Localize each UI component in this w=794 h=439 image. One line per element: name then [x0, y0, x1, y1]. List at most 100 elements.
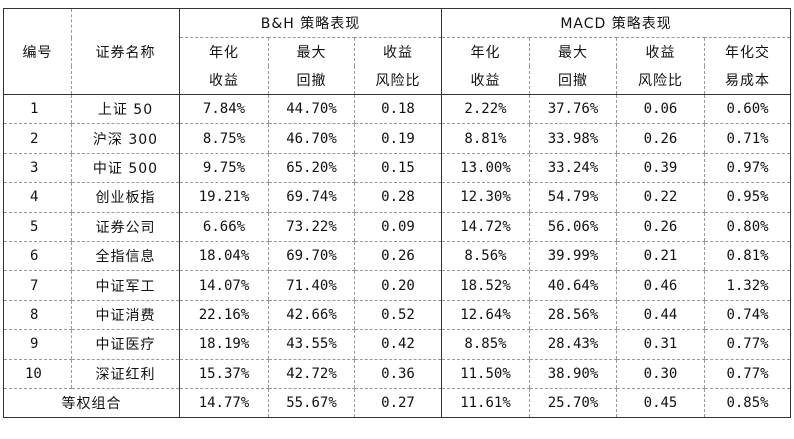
total-bh-return: 14.77% [179, 388, 269, 418]
table-row: 1 上证 50 7.84% 44.70% 0.18 2.22% 37.76% 0.06 0.60… [3, 94, 791, 125]
header-bh-return-2: 收益 [179, 66, 269, 95]
row-bh-return-risk: 0.26 [354, 241, 442, 272]
row-macd-return: 12.64% [441, 300, 530, 331]
row-id: 5 [3, 212, 72, 242]
row-bh-drawdown: 69.74% [268, 182, 355, 213]
row-bh-return: 8.75% [179, 123, 269, 154]
row-macd-return-risk: 0.26 [616, 123, 705, 154]
row-macd-cost: 0.77% [703, 359, 791, 389]
header-id: 编号 [3, 8, 72, 95]
row-macd-return-risk: 0.26 [616, 212, 705, 242]
row-name: 全指信息 [71, 241, 180, 272]
row-id: 9 [3, 329, 72, 360]
row-macd-return-risk: 0.22 [616, 182, 705, 213]
header-bh-drawdown-2: 回撤 [268, 66, 355, 95]
total-macd-return: 11.61% [441, 388, 530, 418]
row-id: 10 [3, 359, 72, 389]
row-bh-drawdown: 43.55% [268, 329, 355, 360]
table-row: 6 全指信息 18.04% 69.70% 0.26 8.56% 39.99% 0.21 0.81… [3, 241, 791, 272]
row-bh-drawdown: 46.70% [268, 123, 355, 154]
row-id: 7 [3, 270, 72, 301]
row-macd-drawdown: 38.90% [529, 359, 617, 389]
header-row-2: 收益 回撤 风险比 收益 回撤 风险比 易成本 [4, 66, 791, 95]
header-macd-cost-2: 易成本 [703, 66, 791, 95]
row-macd-return: 12.30% [441, 182, 530, 213]
row-bh-return: 18.04% [179, 241, 269, 272]
header-macd-drawdown-2: 回撤 [529, 66, 617, 95]
table-row: 7 中证军工 14.07% 71.40% 0.20 18.52% 40.64% 0.46 1.3… [3, 270, 791, 301]
row-macd-drawdown: 56.06% [529, 212, 617, 242]
row-bh-return: 6.66% [179, 212, 269, 242]
table-row: 8 中证消费 22.16% 42.66% 0.52 12.64% 28.56% 0.44 0.7… [3, 300, 791, 331]
header-macd-return-risk-2: 风险比 [616, 66, 705, 95]
row-macd-return: 8.81% [441, 123, 530, 154]
row-macd-return: 2.22% [441, 94, 530, 125]
total-row: 等权组合 14.77% 55.67% 0.27 11.61% 25.70% 0.… [4, 388, 791, 418]
table-row: 10 深证红利 15.37% 42.72% 0.36 11.50% 38.90% 0.30 0.… [3, 359, 791, 389]
row-bh-return: 18.19% [179, 329, 269, 360]
table-row: 5 证券公司 6.66% 73.22% 0.09 14.72% 56.06% 0.26 0.80… [3, 212, 791, 242]
row-bh-return-risk: 0.19 [354, 123, 442, 154]
row-bh-return: 9.75% [179, 153, 269, 184]
header-macd-cost: 年化交 [703, 37, 791, 66]
total-bh-drawdown: 55.67% [268, 388, 355, 418]
row-bh-return-risk: 0.20 [354, 270, 442, 301]
row-macd-return-risk: 0.39 [616, 153, 705, 184]
row-macd-drawdown: 28.56% [529, 300, 617, 331]
header-bh-return: 年化 [179, 37, 269, 66]
total-bh-return-risk: 0.27 [354, 388, 442, 418]
row-bh-drawdown: 65.20% [268, 153, 355, 184]
row-name: 中证消费 [71, 300, 180, 331]
row-macd-drawdown: 37.76% [529, 94, 617, 125]
row-name: 中证 500 [71, 153, 180, 184]
row-bh-return-risk: 0.28 [354, 182, 442, 213]
row-bh-return: 19.21% [179, 182, 269, 213]
row-macd-cost: 0.71% [703, 123, 791, 154]
row-bh-return: 7.84% [179, 94, 269, 125]
header-bh-return-risk: 收益 [354, 37, 442, 66]
row-bh-return: 22.16% [179, 300, 269, 331]
row-bh-drawdown: 69.70% [268, 241, 355, 272]
row-bh-return-risk: 0.18 [354, 94, 442, 125]
header-name: 证券名称 [71, 8, 180, 95]
row-bh-return-risk: 0.52 [354, 300, 442, 331]
table-row: 4 创业板指 19.21% 69.74% 0.28 12.30% 54.79% 0.22 0.9… [3, 182, 791, 213]
table-row: 2 沪深 300 8.75% 46.70% 0.19 8.81% 33.98% 0.26 0.7… [3, 123, 791, 154]
row-macd-return: 13.00% [441, 153, 530, 184]
row-macd-cost: 0.74% [703, 300, 791, 331]
row-macd-drawdown: 54.79% [529, 182, 617, 213]
header-macd-return-2: 收益 [441, 66, 530, 95]
row-name: 创业板指 [71, 182, 180, 213]
row-name: 上证 50 [71, 94, 180, 125]
row-id: 4 [3, 182, 72, 213]
row-macd-return-risk: 0.06 [616, 94, 705, 125]
row-macd-cost: 0.77% [703, 329, 791, 360]
total-macd-return-risk: 0.45 [616, 388, 705, 418]
row-macd-return-risk: 0.44 [616, 300, 705, 331]
header-macd-return: 年化 [441, 37, 530, 66]
row-bh-return: 15.37% [179, 359, 269, 389]
row-bh-drawdown: 44.70% [268, 94, 355, 125]
row-macd-return: 14.72% [441, 212, 530, 242]
group-header-macd: MACD 策略表现 [440, 8, 791, 38]
row-macd-return: 11.50% [441, 359, 530, 389]
row-name: 中证医疗 [71, 329, 180, 360]
row-macd-return-risk: 0.31 [616, 329, 705, 360]
row-macd-drawdown: 33.24% [529, 153, 617, 184]
row-macd-drawdown: 39.99% [529, 241, 617, 272]
row-bh-drawdown: 73.22% [268, 212, 355, 242]
row-macd-cost: 0.95% [703, 182, 791, 213]
row-bh-return-risk: 0.36 [354, 359, 442, 389]
row-name: 深证红利 [71, 359, 180, 389]
row-id: 8 [3, 300, 72, 331]
header-bh-return-risk-2: 风险比 [354, 66, 442, 95]
header-macd-drawdown: 最大 [529, 37, 617, 66]
total-macd-cost: 0.85% [703, 388, 791, 418]
row-bh-drawdown: 42.72% [268, 359, 355, 389]
row-name: 证券公司 [71, 212, 180, 242]
row-macd-cost: 0.80% [703, 212, 791, 242]
row-bh-drawdown: 71.40% [268, 270, 355, 301]
strategy-performance-table-wrap: 编号 证券名称 B&H 策略表现 MACD 策略表现 年化 最大 收益 年化 最… [3, 8, 792, 419]
row-bh-return-risk: 0.15 [354, 153, 442, 184]
header-bh-drawdown: 最大 [268, 37, 355, 66]
